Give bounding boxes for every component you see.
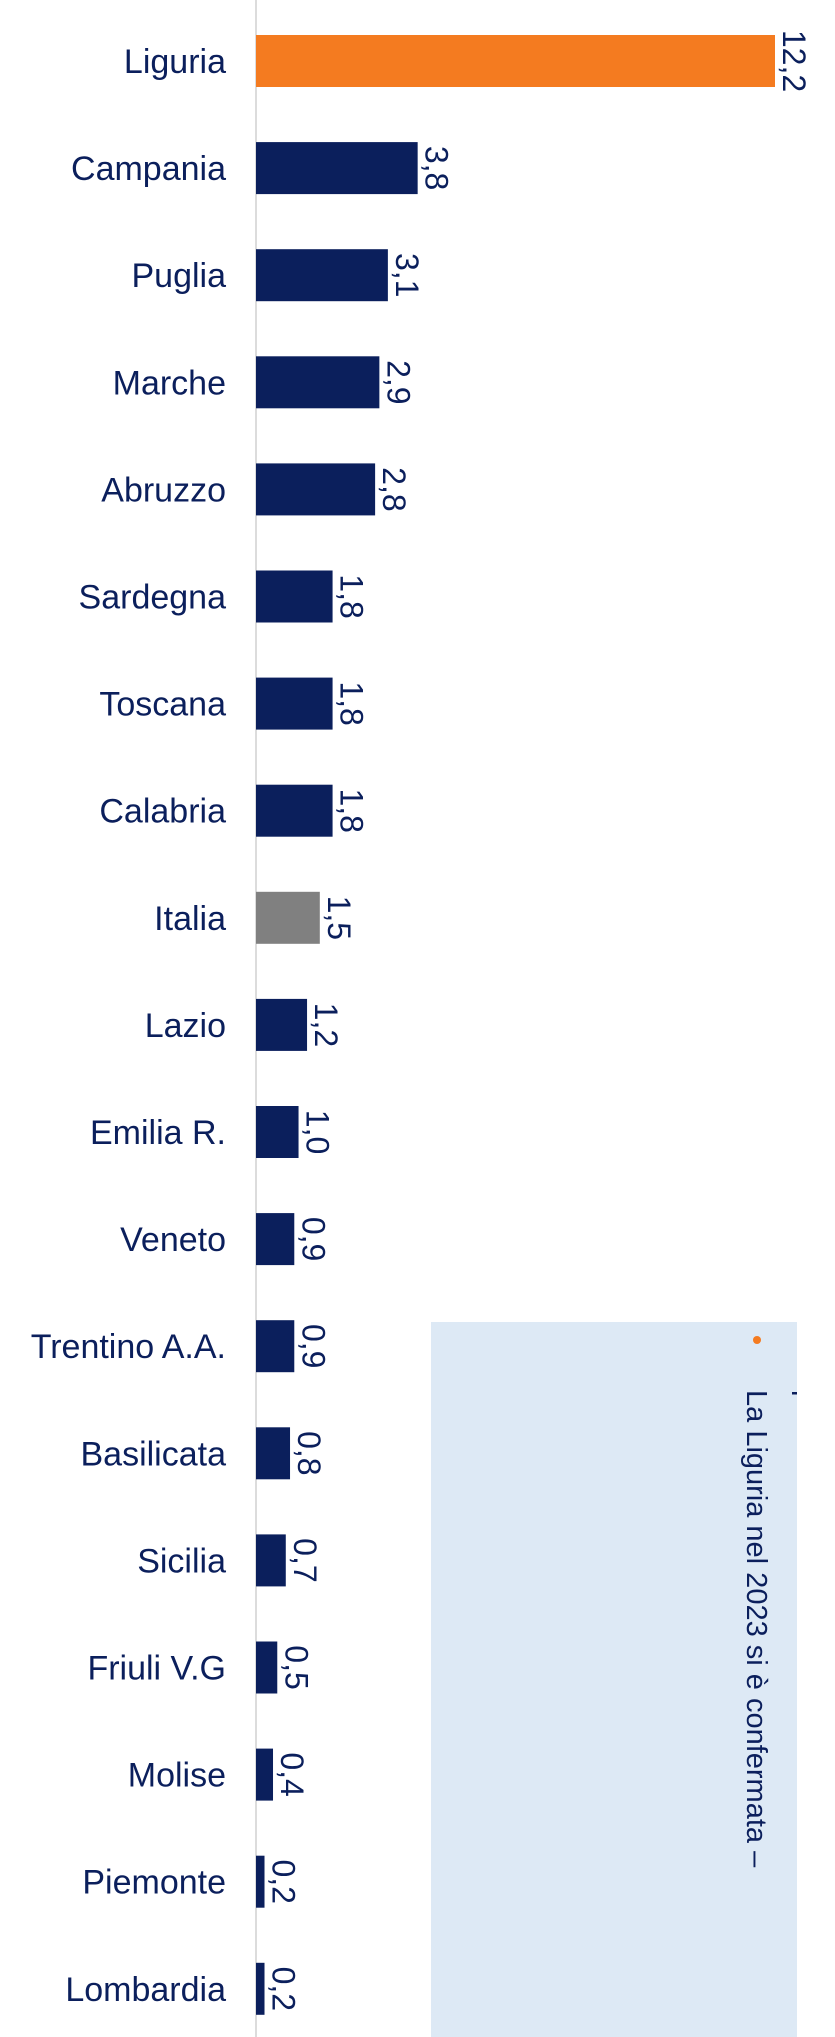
category-label: Puglia	[131, 257, 226, 295]
bar	[256, 1213, 295, 1266]
value-label: 0,7	[287, 1538, 323, 1582]
note-text: 14° anno consecutivo	[791, 1461, 823, 1759]
value-label: 0,9	[295, 1217, 331, 1261]
value-label: 0,2	[266, 1859, 302, 1903]
note-box	[431, 1322, 797, 2037]
notes: La Liguria nel 2023 si è confermata – per…	[740, 1336, 823, 1868]
category-label: Piemonte	[82, 1864, 226, 1902]
bar	[256, 784, 333, 837]
bullet	[753, 1336, 761, 1344]
category-label: Lombardia	[65, 1971, 226, 2009]
bar	[256, 142, 418, 195]
value-label-group: 1,0	[300, 1110, 336, 1154]
value-label-group: 1,5	[321, 896, 357, 940]
value-label-group: 1,8	[334, 681, 370, 725]
value-label: 2,8	[376, 467, 412, 511]
note-text: – al 1°	[791, 1759, 823, 1850]
bar	[256, 1641, 278, 1694]
notes-text: La Liguria nel 2023 si è confermata – per…	[740, 1336, 823, 1868]
category-label: Abruzzo	[101, 471, 226, 509]
bar	[256, 1962, 265, 2015]
value-label-group: 0,7	[287, 1538, 323, 1582]
value-label: 1,8	[334, 788, 370, 832]
bar	[256, 1748, 274, 1801]
value-label-group: 1,8	[334, 788, 370, 832]
value-label: 0,8	[291, 1431, 327, 1475]
note-text: La Liguria nel 2023 si è confermata –	[740, 1390, 772, 1868]
value-label: 0,9	[295, 1324, 331, 1368]
category-label: Liguria	[124, 43, 226, 81]
category-label: Campania	[71, 150, 226, 188]
bar	[256, 891, 320, 944]
value-label: 0,4	[274, 1752, 310, 1796]
note-text: per il	[791, 1390, 823, 1461]
value-label: 12,2	[776, 30, 812, 92]
bar	[256, 1320, 295, 1373]
value-label-group: 0,5	[278, 1645, 314, 1689]
category-label: Calabria	[99, 793, 226, 831]
value-label-group: 1,2	[308, 1003, 344, 1047]
value-label: 0,2	[266, 1967, 302, 2011]
bar	[256, 570, 333, 623]
value-label-group: 1,8	[334, 574, 370, 618]
bar	[256, 249, 388, 302]
value-label-group: 0,9	[295, 1324, 331, 1368]
value-label: 3,1	[389, 253, 425, 297]
value-label: 3,8	[419, 146, 455, 190]
value-label: 1,8	[334, 574, 370, 618]
bar	[256, 1427, 291, 1480]
bar	[256, 35, 775, 87]
category-label: Lazio	[145, 1007, 226, 1045]
value-label-group: 3,8	[419, 146, 455, 190]
bar	[256, 998, 308, 1051]
category-label: Emilia R.	[90, 1114, 226, 1152]
value-label-group: 0,2	[266, 1967, 302, 2011]
value-label: 2,9	[380, 360, 416, 404]
category-label: Veneto	[120, 1221, 226, 1259]
value-label-group: 0,9	[295, 1217, 331, 1261]
category-label: Sicilia	[137, 1542, 226, 1580]
bar	[256, 1106, 299, 1158]
category-label: Molise	[128, 1757, 226, 1795]
category-label: Basilicata	[80, 1435, 226, 1473]
value-label: 0,5	[278, 1645, 314, 1689]
category-label: Sardegna	[79, 579, 227, 617]
value-label-group: 12,2	[776, 30, 812, 92]
value-label-group: 2,9	[380, 360, 416, 404]
value-label-group: 3,1	[389, 253, 425, 297]
value-label: 1,5	[321, 896, 357, 940]
bar	[256, 356, 380, 409]
category-label: Friuli V.G	[87, 1650, 226, 1688]
bar	[256, 1855, 265, 1908]
value-label-group: 0,8	[291, 1431, 327, 1475]
bar	[256, 463, 376, 516]
value-label: 1,0	[300, 1110, 336, 1154]
note-line: La Liguria nel 2023 si è confermata –	[740, 1390, 772, 1868]
bar	[256, 677, 333, 730]
category-label: Marche	[113, 364, 226, 402]
value-label-group: 0,2	[266, 1859, 302, 1903]
category-label: Trentino A.A.	[31, 1328, 226, 1366]
value-label: 1,2	[308, 1003, 344, 1047]
value-label-group: 0,4	[274, 1752, 310, 1796]
category-label: Italia	[154, 900, 226, 938]
note-line: per il 14° anno consecutivo – al 1°	[791, 1390, 823, 1850]
bar	[256, 1534, 286, 1587]
value-label-group: 2,8	[376, 467, 412, 511]
value-label: 1,8	[334, 681, 370, 725]
category-label: Toscana	[99, 686, 226, 724]
